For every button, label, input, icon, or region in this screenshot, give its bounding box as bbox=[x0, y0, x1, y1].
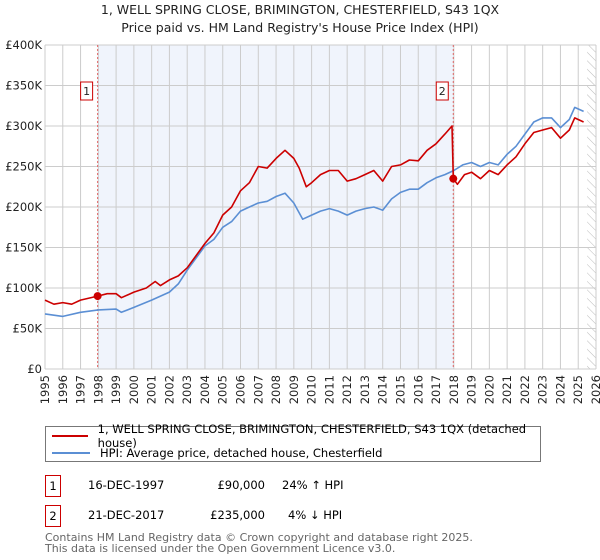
x-tick-label: 2025 bbox=[571, 375, 585, 404]
legend-item-hpi: HPI: Average price, detached house, Ches… bbox=[52, 445, 382, 461]
x-tick-label: 2022 bbox=[518, 375, 532, 404]
y-tick-label: £0 bbox=[27, 362, 42, 376]
legend-item-property: 1, WELL SPRING CLOSE, BRIMINGTON, CHESTE… bbox=[52, 422, 540, 450]
x-tick-label: 1996 bbox=[56, 375, 70, 404]
x-tick-label: 2014 bbox=[376, 375, 390, 404]
x-tick-label: 2011 bbox=[322, 375, 336, 404]
x-tick-label: 2026 bbox=[589, 375, 600, 404]
x-tick-label: 1998 bbox=[91, 375, 105, 404]
transaction-date: 16-DEC-1997 bbox=[88, 478, 165, 492]
annotation-box bbox=[80, 81, 94, 101]
x-tick-label: 2009 bbox=[287, 375, 301, 404]
x-tick-label: 2015 bbox=[393, 375, 407, 404]
x-tick-label: 2013 bbox=[358, 375, 372, 404]
transaction-row: 2 21-DEC-2017 £235,000 4% ↓ HPI bbox=[45, 505, 445, 527]
transaction-price: £235,000 bbox=[210, 508, 265, 522]
x-tick-label: 1999 bbox=[109, 375, 123, 404]
annotation-label: 2 bbox=[439, 85, 446, 98]
chart-subtitle: Price paid vs. HM Land Registry's House … bbox=[121, 20, 478, 35]
x-tick-label: 2017 bbox=[429, 375, 443, 404]
footer-licence: This data is licensed under the Open Gov… bbox=[45, 542, 396, 555]
transaction-row: 1 16-DEC-1997 £90,000 24% ↑ HPI bbox=[45, 475, 445, 497]
x-tick-label: 1995 bbox=[38, 375, 52, 404]
x-tick-label: 2006 bbox=[234, 375, 248, 404]
transaction-marker: 1 bbox=[45, 475, 61, 497]
x-tick-label: 2004 bbox=[198, 375, 212, 404]
x-tick-label: 2005 bbox=[216, 375, 230, 404]
chart-title: 1, WELL SPRING CLOSE, BRIMINGTON, CHESTE… bbox=[101, 2, 500, 17]
y-tick-label: £300K bbox=[5, 119, 42, 133]
x-tick-label: 2021 bbox=[500, 375, 514, 404]
x-tick-label: 2018 bbox=[447, 375, 461, 404]
x-tick-label: 2023 bbox=[536, 375, 550, 404]
x-tick-label: 2001 bbox=[145, 375, 159, 404]
y-tick-label: £400K bbox=[5, 38, 42, 52]
x-tick-label: 2008 bbox=[269, 375, 283, 404]
annotation-box bbox=[435, 81, 449, 101]
x-tick-label: 2000 bbox=[127, 375, 141, 404]
legend-label: HPI: Average price, detached house, Ches… bbox=[100, 446, 383, 460]
x-tick-label: 2019 bbox=[465, 375, 479, 404]
legend: 1, WELL SPRING CLOSE, BRIMINGTON, CHESTE… bbox=[45, 422, 541, 462]
annotation-label: 1 bbox=[83, 85, 90, 98]
x-tick-label: 2007 bbox=[251, 375, 265, 404]
transaction-hpi: 24% ↑ HPI bbox=[282, 478, 344, 492]
transaction-price: £90,000 bbox=[217, 478, 265, 492]
hpi-series-line bbox=[44, 106, 584, 318]
transaction-marker: 2 bbox=[45, 505, 61, 527]
y-tick-label: £250K bbox=[5, 160, 42, 174]
footer-copyright: Contains HM Land Registry data © Crown c… bbox=[45, 531, 473, 544]
y-tick-label: £150K bbox=[5, 241, 42, 255]
x-tick-label: 2016 bbox=[411, 375, 425, 404]
transaction-hpi: 4% ↓ HPI bbox=[288, 508, 343, 522]
legend-label: 1, WELL SPRING CLOSE, BRIMINGTON, CHESTE… bbox=[97, 422, 527, 450]
x-tick-label: 2002 bbox=[162, 375, 176, 404]
y-tick-label: £350K bbox=[5, 79, 42, 93]
sale-point bbox=[449, 174, 458, 183]
x-tick-label: 2020 bbox=[482, 375, 496, 404]
y-tick-label: £200K bbox=[5, 200, 42, 214]
property-series-line bbox=[44, 117, 584, 305]
legend-swatch-red bbox=[52, 435, 88, 437]
y-tick-label: £100K bbox=[5, 281, 42, 295]
footer: Contains HM Land Registry data © Crown c… bbox=[45, 532, 473, 554]
x-tick-label: 2024 bbox=[553, 375, 567, 404]
y-tick-label: £50K bbox=[13, 322, 43, 336]
x-tick-label: 2012 bbox=[340, 375, 354, 404]
sale-point bbox=[93, 292, 102, 301]
x-tick-label: 2010 bbox=[305, 375, 319, 404]
price-chart: 1, WELL SPRING CLOSE, BRIMINGTON, CHESTE… bbox=[5, 2, 600, 404]
x-tick-label: 1997 bbox=[74, 375, 88, 404]
transaction-date: 21-DEC-2017 bbox=[88, 508, 165, 522]
x-tick-label: 2003 bbox=[180, 375, 194, 404]
legend-swatch-blue bbox=[52, 452, 90, 454]
